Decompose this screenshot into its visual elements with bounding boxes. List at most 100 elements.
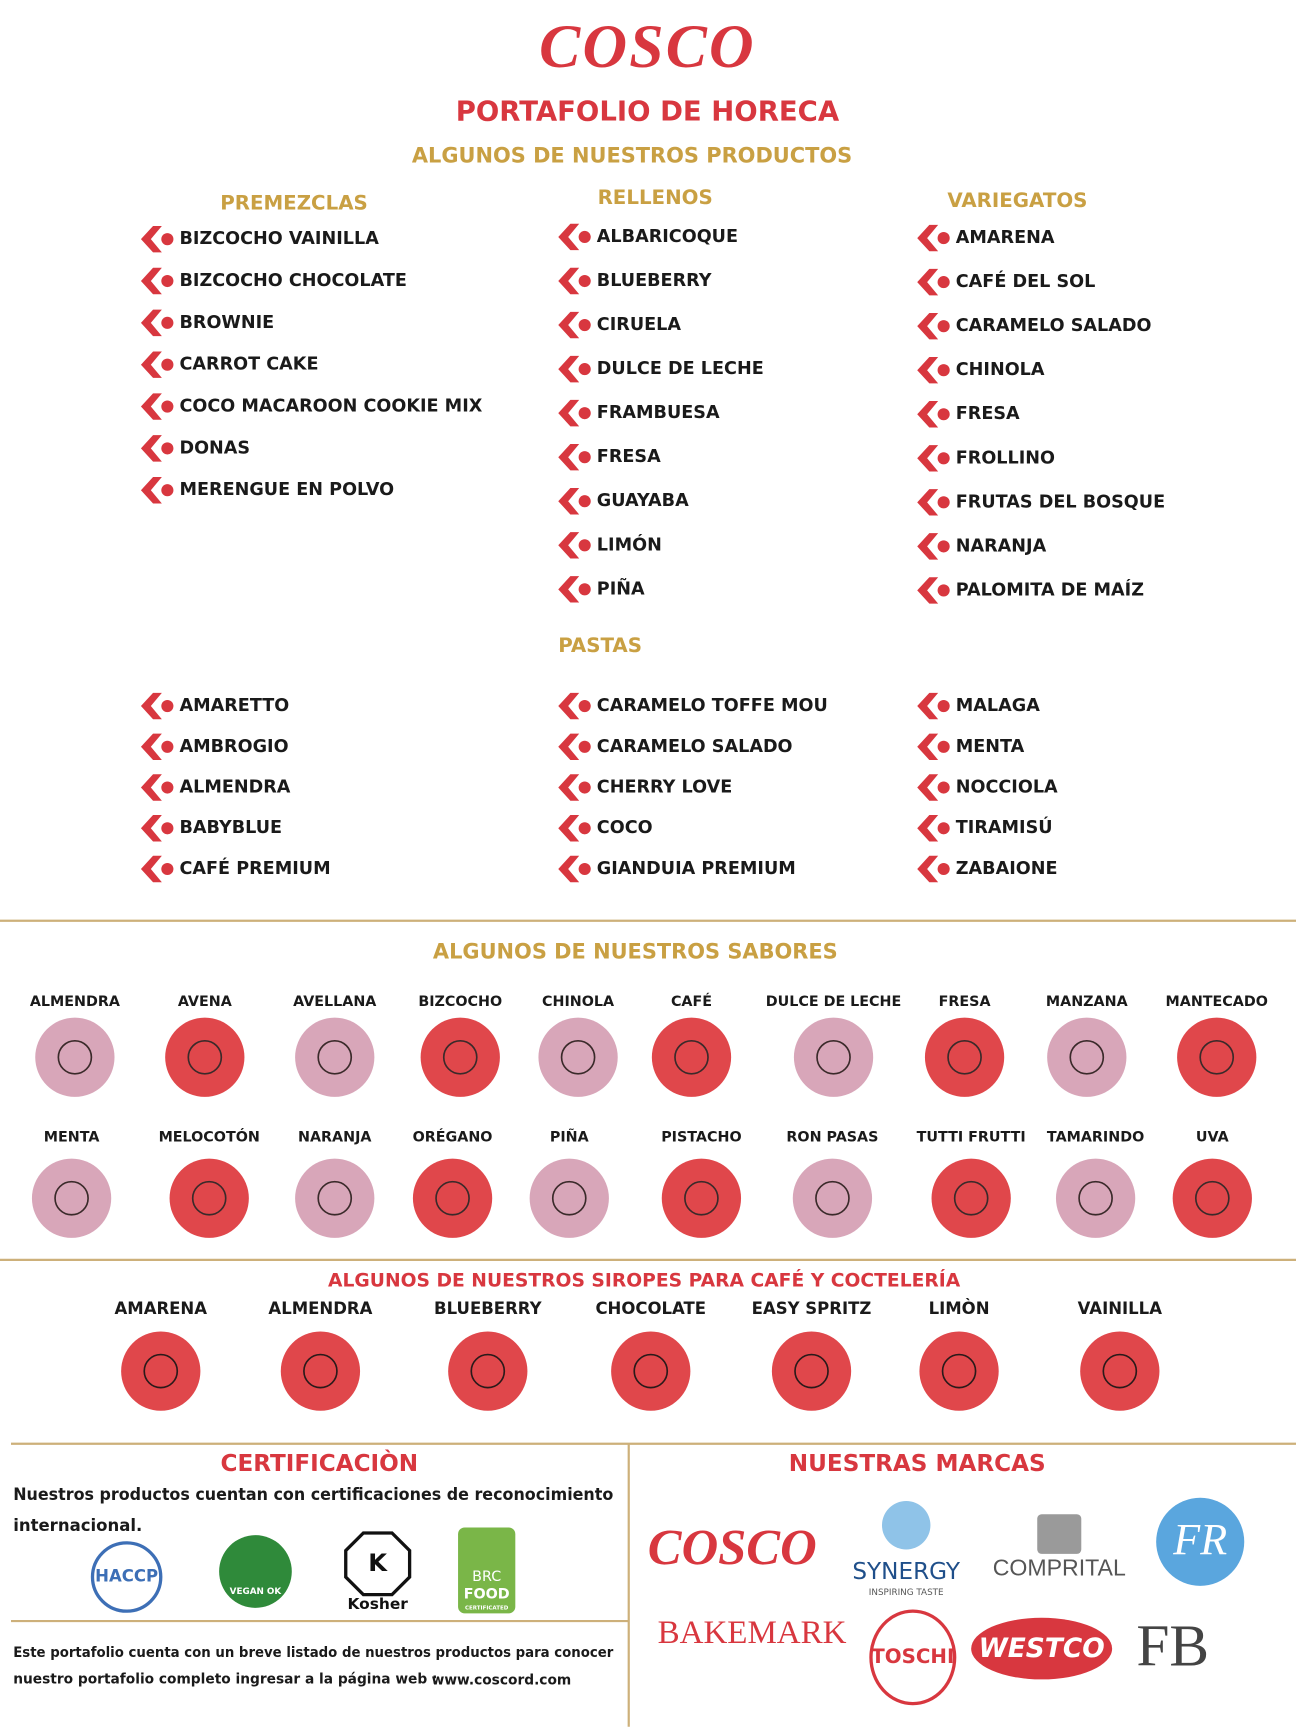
bullet-arrow bbox=[917, 489, 939, 516]
bullet-dot bbox=[578, 781, 591, 794]
syrup-icon-glyph bbox=[143, 1353, 179, 1389]
product-item: DONAS bbox=[179, 438, 250, 458]
flavor-icon bbox=[931, 1158, 1011, 1238]
bullet-arrow bbox=[140, 815, 162, 842]
product-item: NARANJA bbox=[956, 536, 1047, 556]
flavor-label: CAFÉ bbox=[671, 992, 712, 1010]
product-item: AMBROGIO bbox=[179, 737, 288, 757]
bullet-dot bbox=[578, 495, 591, 508]
bullet-dot bbox=[161, 316, 174, 329]
flavor-icon bbox=[924, 1017, 1005, 1097]
bullet-arrow bbox=[140, 733, 162, 760]
subtitle: ALGUNOS DE NUESTROS PRODUCTOS bbox=[412, 144, 852, 168]
bullet-arrow bbox=[917, 445, 939, 472]
flavor-icon bbox=[793, 1017, 874, 1097]
flavor-icon bbox=[1055, 1158, 1136, 1238]
bullet-arrow bbox=[558, 576, 580, 603]
brc-text: CERTIFICATED bbox=[465, 1605, 509, 1611]
product-item: GUAYABA bbox=[597, 491, 689, 511]
syrup-label: VAINILLA bbox=[1078, 1299, 1163, 1318]
flavor-icon bbox=[35, 1017, 115, 1097]
product-item: COCO bbox=[597, 818, 653, 838]
bullet-arrow bbox=[558, 692, 580, 720]
bullet-dot bbox=[578, 319, 591, 332]
westco-mark bbox=[971, 1617, 1113, 1680]
flavor-label: BIZCOCHO bbox=[418, 994, 502, 1010]
syrup-icon-glyph bbox=[794, 1353, 829, 1389]
footer-text: nuestro portafolio completo ingresar a l… bbox=[13, 1671, 437, 1687]
product-item: FRESA bbox=[956, 404, 1020, 424]
bullet-dot bbox=[578, 583, 591, 596]
flavor-label: FRESA bbox=[939, 994, 991, 1010]
product-item: COCO MACAROON COOKIE MIX bbox=[179, 397, 482, 417]
bullet-dot bbox=[578, 862, 591, 876]
bullet-arrow bbox=[917, 774, 939, 801]
flavor-label: ALMENDRA bbox=[30, 994, 120, 1010]
flavor-icon bbox=[529, 1158, 609, 1238]
flavor-label: ORÉGANO bbox=[413, 1128, 493, 1146]
product-item: CHINOLA bbox=[956, 360, 1045, 380]
column-heading: PREMEZCLAS bbox=[220, 191, 368, 214]
bullet-arrow bbox=[140, 393, 162, 420]
bullet-dot bbox=[937, 452, 950, 465]
flavor-icon-glyph bbox=[1199, 1039, 1235, 1075]
product-item: TIRAMISÚ bbox=[956, 816, 1053, 838]
product-item: BABYBLUE bbox=[179, 818, 282, 838]
product-item: FRUTAS DEL BOSQUE bbox=[956, 492, 1165, 512]
bullet-dot bbox=[578, 451, 591, 464]
brand-fb: FB bbox=[1136, 1613, 1209, 1679]
product-item: BIZCOCHO CHOCOLATE bbox=[179, 271, 406, 291]
bullet-arrow bbox=[917, 733, 939, 760]
logo: COSCO bbox=[539, 13, 756, 81]
section-title: NUESTRAS MARCAS bbox=[789, 1451, 1046, 1477]
toschi-mark bbox=[869, 1609, 957, 1706]
bullet-dot bbox=[578, 699, 591, 713]
product-item: FRESA bbox=[597, 447, 661, 467]
bullet-dot bbox=[161, 442, 174, 455]
flavor-icon-glyph bbox=[684, 1180, 719, 1216]
syrup-icon-glyph bbox=[941, 1353, 977, 1389]
flavor-icon bbox=[420, 1017, 500, 1097]
bullet-dot bbox=[578, 230, 591, 244]
bullet-arrow bbox=[140, 774, 162, 801]
bullet-arrow bbox=[140, 225, 162, 253]
product-item: GIANDUIA PREMIUM bbox=[597, 859, 796, 879]
bullet-dot bbox=[937, 781, 950, 794]
bullet-arrow bbox=[558, 488, 580, 515]
bullet-dot bbox=[578, 363, 591, 376]
flavor-label: MELOCOTÓN bbox=[159, 1128, 260, 1146]
footer-url: www.coscord.com bbox=[432, 1673, 572, 1689]
brc-logo bbox=[458, 1527, 516, 1614]
flavor-icon bbox=[538, 1017, 618, 1097]
syrup-icon bbox=[1080, 1331, 1160, 1411]
syrup-icon bbox=[280, 1331, 361, 1411]
product-item: CARAMELO SALADO bbox=[597, 737, 793, 757]
kosher-mark: K bbox=[368, 1549, 388, 1577]
bullet-dot bbox=[937, 584, 950, 597]
product-item: ZABAIONE bbox=[956, 859, 1058, 879]
bullet-arrow bbox=[140, 692, 162, 720]
flavor-icon bbox=[412, 1158, 493, 1238]
flavor-label: TAMARINDO bbox=[1047, 1130, 1144, 1146]
kosher-text: Kosher bbox=[347, 1595, 408, 1613]
syrup-label: CHOCOLATE bbox=[595, 1299, 706, 1318]
flavor-icon-glyph bbox=[1194, 1180, 1230, 1216]
bullet-dot bbox=[578, 407, 591, 420]
title: PORTAFOLIO DE HORECA bbox=[456, 96, 840, 128]
flavor-icon bbox=[31, 1158, 112, 1238]
bullet-arrow bbox=[558, 267, 580, 295]
bullet-arrow bbox=[558, 223, 580, 251]
product-item: PALOMITA DE MAÍZ bbox=[956, 578, 1144, 600]
product-item: ALMENDRA bbox=[179, 778, 290, 798]
bullet-arrow bbox=[917, 268, 939, 296]
footer-text: Este portafolio cuenta con un breve list… bbox=[13, 1645, 613, 1661]
product-item: DULCE DE LECHE bbox=[597, 359, 764, 379]
flavor-icon-glyph bbox=[187, 1039, 223, 1075]
product-item: CHERRY LOVE bbox=[597, 778, 732, 798]
bullet-dot bbox=[937, 408, 950, 421]
flavor-icon bbox=[1172, 1158, 1252, 1238]
bullet-dot bbox=[578, 822, 591, 835]
flavor-icon bbox=[295, 1158, 375, 1238]
bullet-arrow bbox=[917, 855, 939, 883]
